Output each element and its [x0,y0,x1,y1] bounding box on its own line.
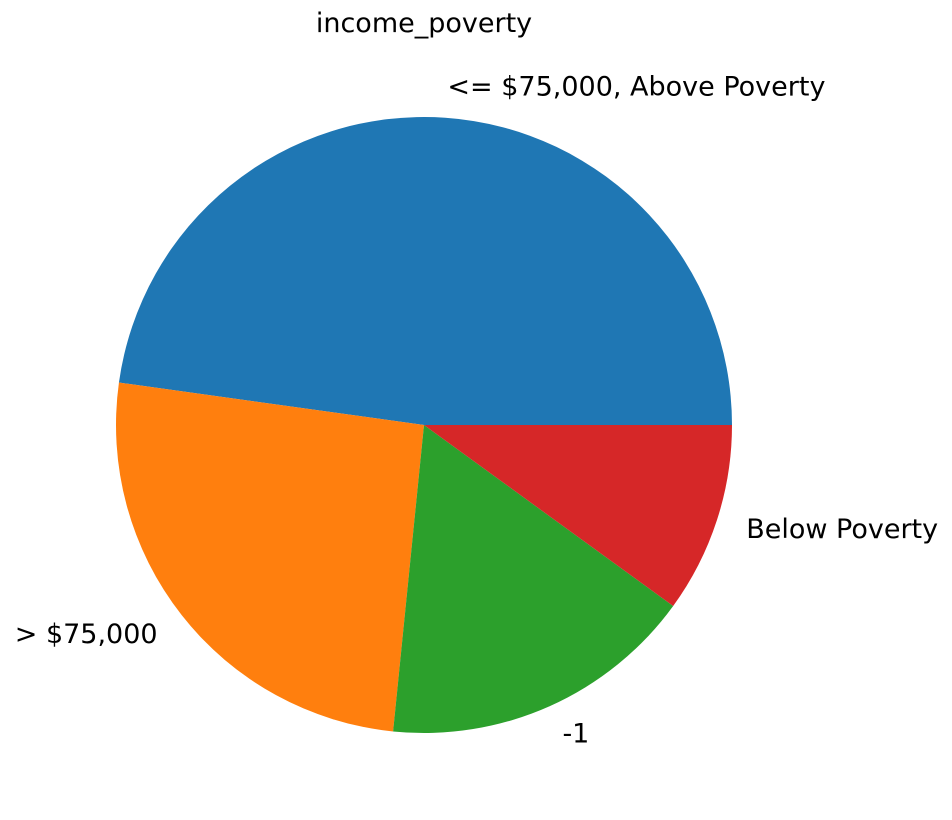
chart-title: income_poverty [316,8,532,39]
pie-slice-75-000-above-poverty [118,116,733,425]
slice-label-75-000: > $75,000 [15,619,158,650]
slice-label-below-poverty: Below Poverty [746,514,938,545]
pie-slices [116,116,733,733]
pie-slice-1 [393,425,674,733]
pie-slice-75-000 [116,382,425,732]
pie-slice-below-poverty [424,425,732,607]
slice-label-1: -1 [562,719,589,750]
slice-label-75-000-above-poverty: <= $75,000, Above Poverty [447,72,825,103]
pie-labels: <= $75,000, Above Poverty > $75,000 -1 Belo… [15,72,938,750]
